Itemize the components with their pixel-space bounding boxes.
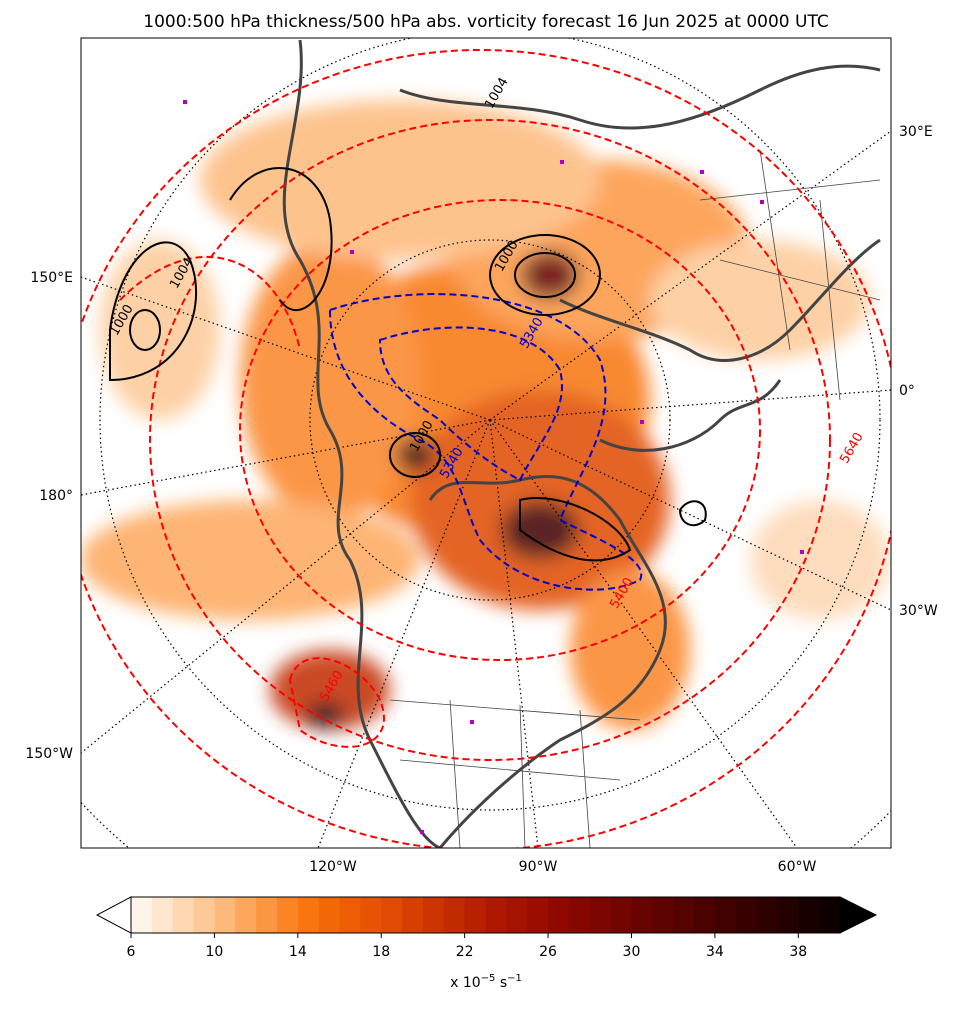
- colorbar-level: [381, 897, 403, 933]
- colorbar-level: [485, 897, 507, 933]
- colorbar-level: [652, 897, 674, 933]
- colorbar-tick-label: 10: [205, 944, 223, 960]
- lon-label: 30°W: [899, 603, 938, 619]
- colorbar-tick-label: 34: [706, 944, 724, 960]
- lon-label: 30°E: [899, 124, 933, 140]
- label-unit: s: [495, 975, 507, 991]
- colorbar-tick-label: 22: [456, 944, 474, 960]
- label-prefix: x 10: [450, 975, 481, 991]
- colorbar-level: [756, 897, 778, 933]
- colorbar-level: [694, 897, 716, 933]
- colorbar-level: [819, 897, 841, 933]
- colorbar-level: [131, 897, 153, 933]
- lon-label: 120°W: [309, 859, 357, 875]
- pressure-contours: [109, 166, 707, 562]
- lon-label: 90°W: [519, 859, 558, 875]
- colorbar-tick-label: 6: [127, 944, 136, 960]
- colorbar-level: [360, 897, 382, 933]
- colorbar-label: x 10−5 s−1: [450, 973, 522, 991]
- colorbar-tick-label: 14: [289, 944, 307, 960]
- colorbar-level: [402, 897, 424, 933]
- lon-label: 180°: [39, 488, 73, 504]
- lon-label: 150°W: [25, 746, 73, 762]
- colorbar-tick-label: 18: [372, 944, 390, 960]
- colorbar-level: [610, 897, 632, 933]
- thickness-contours: [81, 49, 891, 848]
- borders: [389, 149, 881, 848]
- colorbar-level: [214, 897, 236, 933]
- low-thickness-contours: [328, 293, 643, 591]
- colorbar: 6 10 14 18 22 26 30 34 38: [95, 896, 878, 960]
- colorbar-level: [631, 897, 653, 933]
- colorbar-tick-label: 30: [623, 944, 641, 960]
- colorbar-level: [527, 897, 549, 933]
- colorbar-level: [151, 897, 174, 933]
- colorbar-level: [714, 897, 737, 933]
- colorbar-level: [673, 897, 695, 933]
- station-markers: [183, 100, 804, 834]
- colorbar-level: [548, 897, 570, 933]
- colorbar-level: [735, 897, 758, 933]
- colorbar-level: [464, 897, 486, 933]
- colorbar-level: [256, 897, 278, 933]
- colorbar-extend-max: [839, 896, 878, 934]
- title: 1000:500 hPa thickness/500 hPa abs. vort…: [143, 12, 828, 32]
- colorbar-level: [506, 897, 528, 933]
- colorbar-level: [297, 897, 320, 933]
- colorbar-level: [276, 897, 299, 933]
- label-unit-exponent: −1: [507, 973, 522, 984]
- colorbar-extend-min: [95, 896, 132, 934]
- lon-label: 0°: [899, 383, 915, 399]
- colorbar-level: [443, 897, 466, 933]
- colorbar-level: [422, 897, 445, 933]
- colorbar-tick-label: 26: [539, 944, 557, 960]
- colorbar-level: [193, 897, 215, 933]
- colorbar-level: [339, 897, 361, 933]
- colorbar-level: [589, 897, 612, 933]
- colorbar-tick-label: 38: [789, 944, 807, 960]
- colorbar-frame: [130, 896, 841, 934]
- colorbar-level: [235, 897, 257, 933]
- lon-label: 150°E: [30, 270, 73, 286]
- colorbar-level: [568, 897, 591, 933]
- lon-label: 60°W: [778, 859, 817, 875]
- colorbar-level: [798, 897, 820, 933]
- colorbar-level: [777, 897, 799, 933]
- longitude-labels: 150°E 180° 150°W 30°E 0° 30°W 120°W 90°W 60°W: [25, 124, 937, 875]
- label-exponent: −5: [481, 973, 496, 984]
- colorbar-level: [318, 897, 341, 933]
- map-frame: [80, 37, 892, 849]
- colorbar-level: [172, 897, 195, 933]
